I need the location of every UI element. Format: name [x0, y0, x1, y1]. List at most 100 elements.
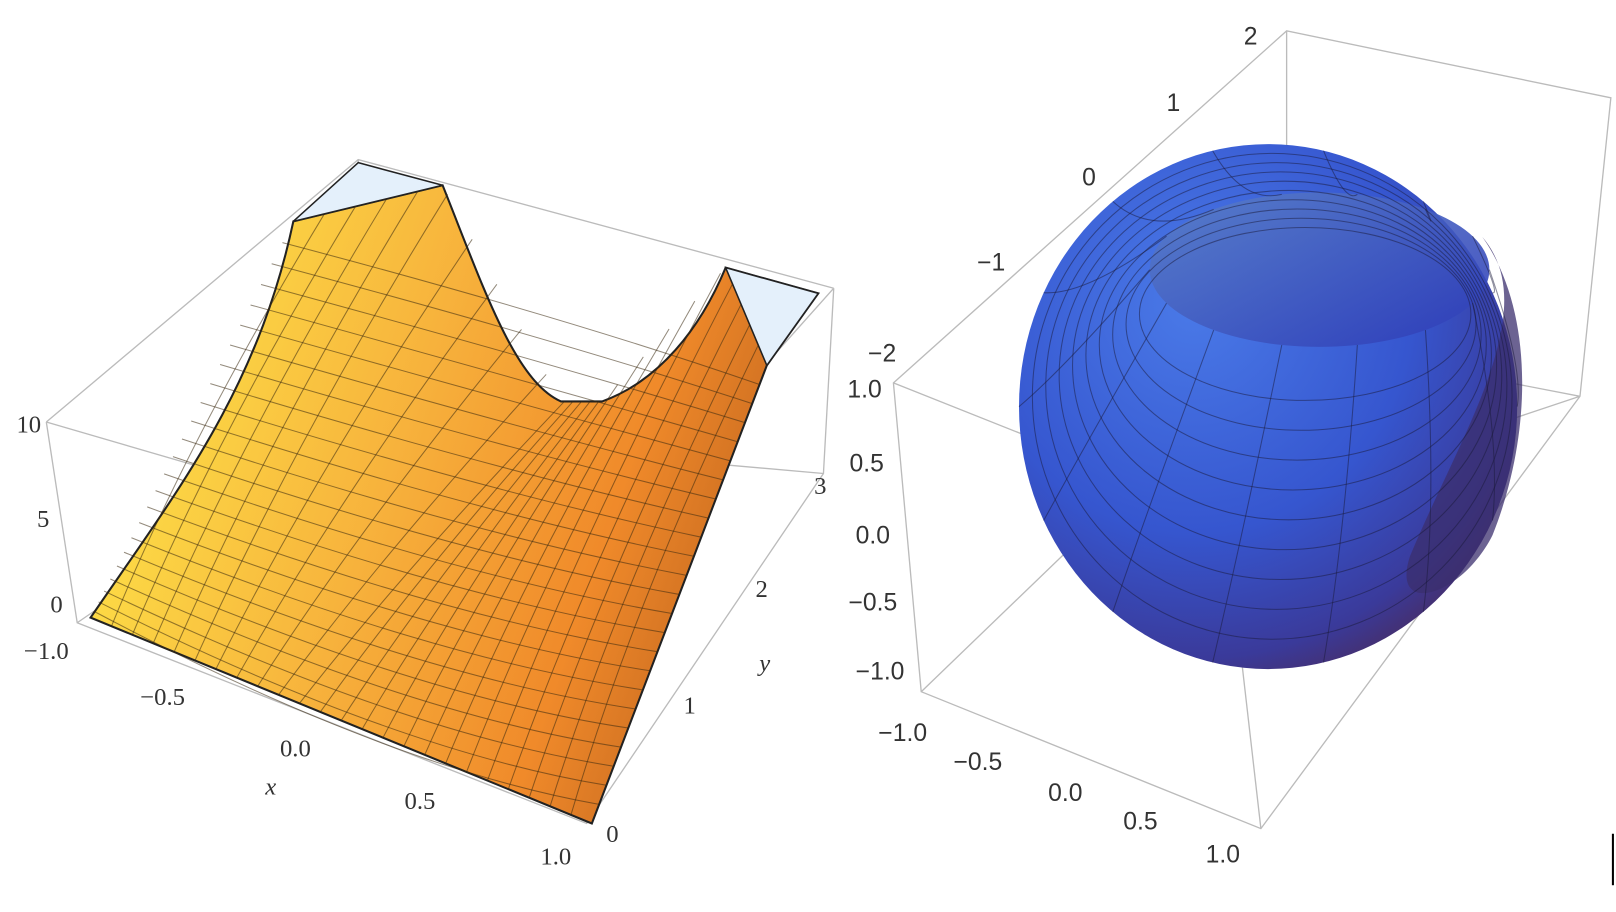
mesh-line	[229, 344, 724, 481]
mesh-line	[424, 356, 644, 756]
z-tick-label: 0	[50, 591, 62, 618]
x-axis-label: x	[264, 774, 276, 801]
mesh-line	[173, 191, 419, 653]
mesh-line	[110, 213, 325, 627]
mesh-line	[93, 610, 600, 805]
mesh-line	[549, 324, 751, 807]
mesh-line	[1098, 199, 1487, 491]
surface-cap	[292, 161, 443, 223]
y-tick-label: 2	[756, 576, 768, 603]
mesh-line	[486, 272, 721, 781]
mesh-line	[1422, 330, 1432, 612]
mesh-line	[1043, 302, 1167, 521]
mesh-line	[466, 300, 696, 773]
mesh-line	[1112, 329, 1215, 612]
mesh-line	[131, 206, 356, 635]
mesh-line	[110, 578, 622, 748]
mesh-line	[1031, 152, 1513, 640]
mesh-line	[103, 590, 614, 767]
mesh-line	[507, 283, 733, 790]
mesh-line	[1472, 303, 1495, 521]
surface	[89, 184, 820, 825]
z-tick-label: −1	[977, 250, 1005, 277]
y-tick-label: 0.0	[856, 522, 890, 549]
x-tick-label: 0.5	[405, 788, 436, 815]
x-tick-label: −1.0	[878, 720, 927, 747]
mesh-line	[181, 438, 687, 576]
mesh-line	[282, 242, 760, 385]
left-plot	[45, 158, 835, 825]
mesh-line	[340, 401, 582, 721]
y-tick-label: 0	[606, 821, 618, 848]
z-tick-label: 10	[16, 411, 41, 438]
mesh-line	[139, 522, 651, 672]
mesh-line	[240, 324, 731, 462]
y-axis-label: y	[756, 650, 770, 677]
mesh-line	[382, 401, 600, 738]
mesh-line	[250, 304, 738, 443]
z-tick-label: −2	[868, 340, 896, 367]
mesh-line	[319, 401, 574, 713]
mesh-line	[570, 344, 759, 816]
y-tick-label: 3	[814, 473, 826, 500]
x-tick-label: −0.5	[953, 749, 1002, 776]
mesh-line	[257, 329, 522, 687]
mesh-line	[98, 601, 607, 786]
mesh-line	[215, 239, 473, 670]
x-tick-label: 0.5	[1123, 809, 1157, 836]
mesh-line	[1045, 162, 1508, 610]
x-tick-label: −1.0	[24, 638, 69, 665]
mesh-line	[116, 565, 629, 729]
y-tick-label: −0.5	[848, 589, 897, 616]
right-plot	[892, 30, 1612, 830]
x-tick-label: −0.5	[140, 684, 185, 711]
surface-cap	[724, 266, 820, 367]
mesh-line	[1138, 226, 1472, 401]
y-tick-label: 1.0	[847, 376, 881, 403]
z-tick-label: 2	[1244, 23, 1258, 50]
z-tick-label: 0	[1082, 164, 1096, 191]
mesh-line	[361, 401, 591, 730]
mesh-line	[1472, 235, 1496, 294]
mesh-line	[1125, 217, 1477, 431]
mesh-line	[445, 328, 670, 764]
x-tick-label: 0.0	[1048, 780, 1082, 807]
z-tick-label: 5	[37, 506, 49, 533]
z-tick-label: 1	[1167, 90, 1181, 117]
mesh-line	[200, 402, 702, 538]
mesh-line	[219, 363, 716, 500]
mesh-line	[1212, 150, 1282, 197]
mesh-line	[260, 283, 746, 424]
mesh-line	[1058, 171, 1503, 581]
mesh-line	[194, 194, 448, 661]
mesh-line	[1072, 180, 1498, 551]
mesh-line	[155, 490, 665, 634]
mesh-line	[172, 456, 680, 595]
x-tick-label: 0.0	[280, 736, 311, 763]
y-tick-label: 1	[683, 692, 695, 719]
mesh-line	[1323, 344, 1358, 663]
mesh-line	[1112, 208, 1482, 461]
mesh-line	[152, 198, 388, 644]
mesh-line	[147, 506, 658, 653]
mesh-line	[123, 551, 636, 710]
torus-inner-wall	[1406, 236, 1523, 594]
mesh-line	[299, 401, 565, 704]
mesh-line	[278, 374, 547, 696]
mesh-line	[1043, 235, 1167, 294]
mesh-line	[1488, 269, 1519, 407]
mesh-line	[1212, 344, 1283, 663]
mesh-line	[1112, 201, 1214, 222]
y-tick-label: −1.0	[856, 658, 905, 685]
torus-hole	[1149, 192, 1490, 347]
mesh-line	[1422, 201, 1432, 222]
x-tick-label: 1.0	[1206, 842, 1240, 869]
x-tick-label: 1.0	[540, 844, 571, 871]
mesh-line	[271, 263, 753, 405]
mesh-line	[1323, 150, 1358, 197]
mesh-line	[1018, 269, 1151, 407]
mesh-line	[191, 420, 695, 557]
mesh-line	[236, 284, 498, 678]
y-tick-label: 0.5	[850, 450, 884, 477]
